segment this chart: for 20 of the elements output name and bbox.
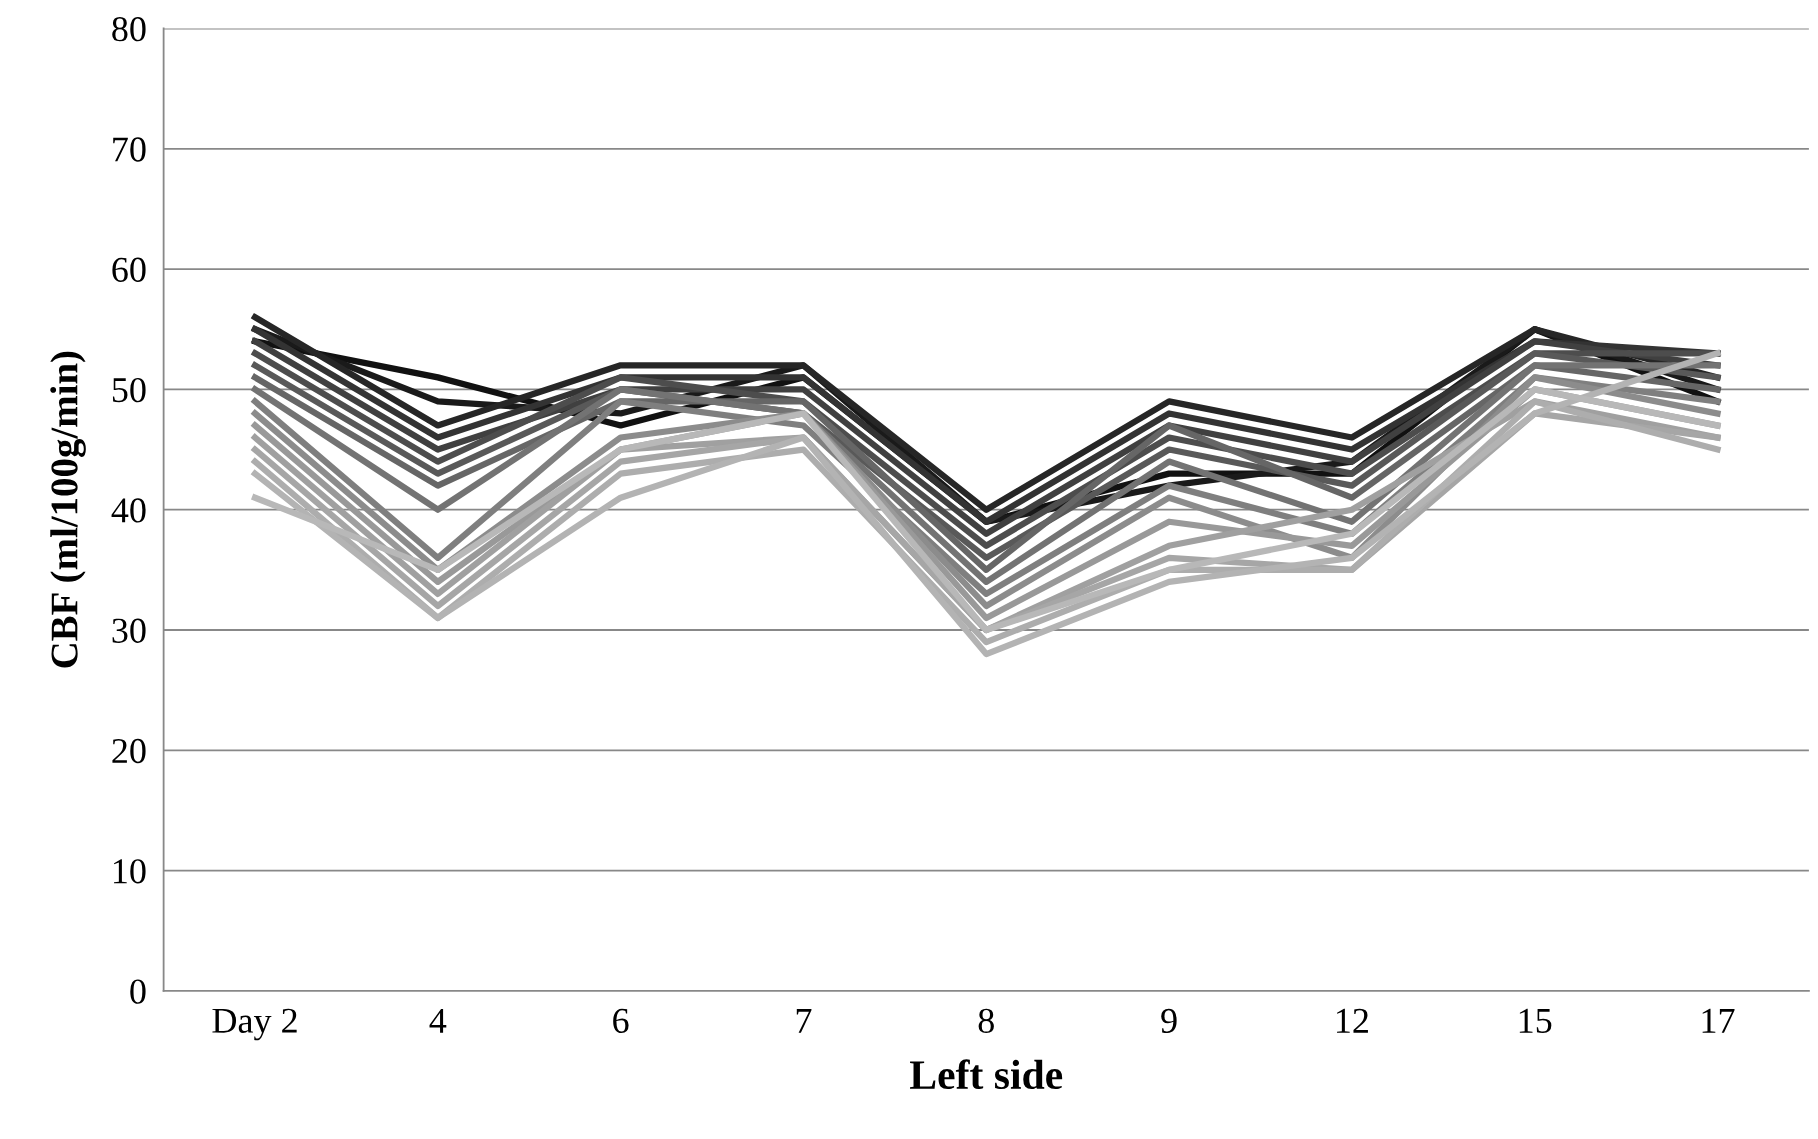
- x-tick-label: 9: [1161, 1008, 1177, 1034]
- y-tick-label: 80: [112, 16, 146, 42]
- y-tick-label: 60: [112, 257, 146, 282]
- x-tick-label: 8: [978, 1008, 994, 1034]
- x-tick-label: 12: [1337, 1008, 1368, 1033]
- x-axis-title: Left side: [910, 1059, 1063, 1090]
- x-tick-label: 7: [796, 1009, 812, 1033]
- x-tick-label: Day 2: [212, 1008, 297, 1041]
- y-tick-label: 10: [114, 859, 146, 884]
- x-tick-label: 15: [1519, 1008, 1552, 1034]
- x-tick-label: 4: [429, 1008, 447, 1033]
- y-tick-label: 40: [111, 498, 146, 523]
- y-axis-title: CBF (ml/100g/min): [50, 351, 86, 668]
- y-tick-label: 0: [130, 979, 146, 1004]
- y-tick-label: 20: [112, 738, 146, 764]
- x-tick-label: 6: [613, 1008, 629, 1034]
- x-tick-label: 17: [1702, 1008, 1735, 1033]
- y-tick-label: 50: [112, 377, 146, 403]
- y-tick-label: 70: [113, 137, 146, 162]
- y-tick-label: 30: [112, 618, 146, 643]
